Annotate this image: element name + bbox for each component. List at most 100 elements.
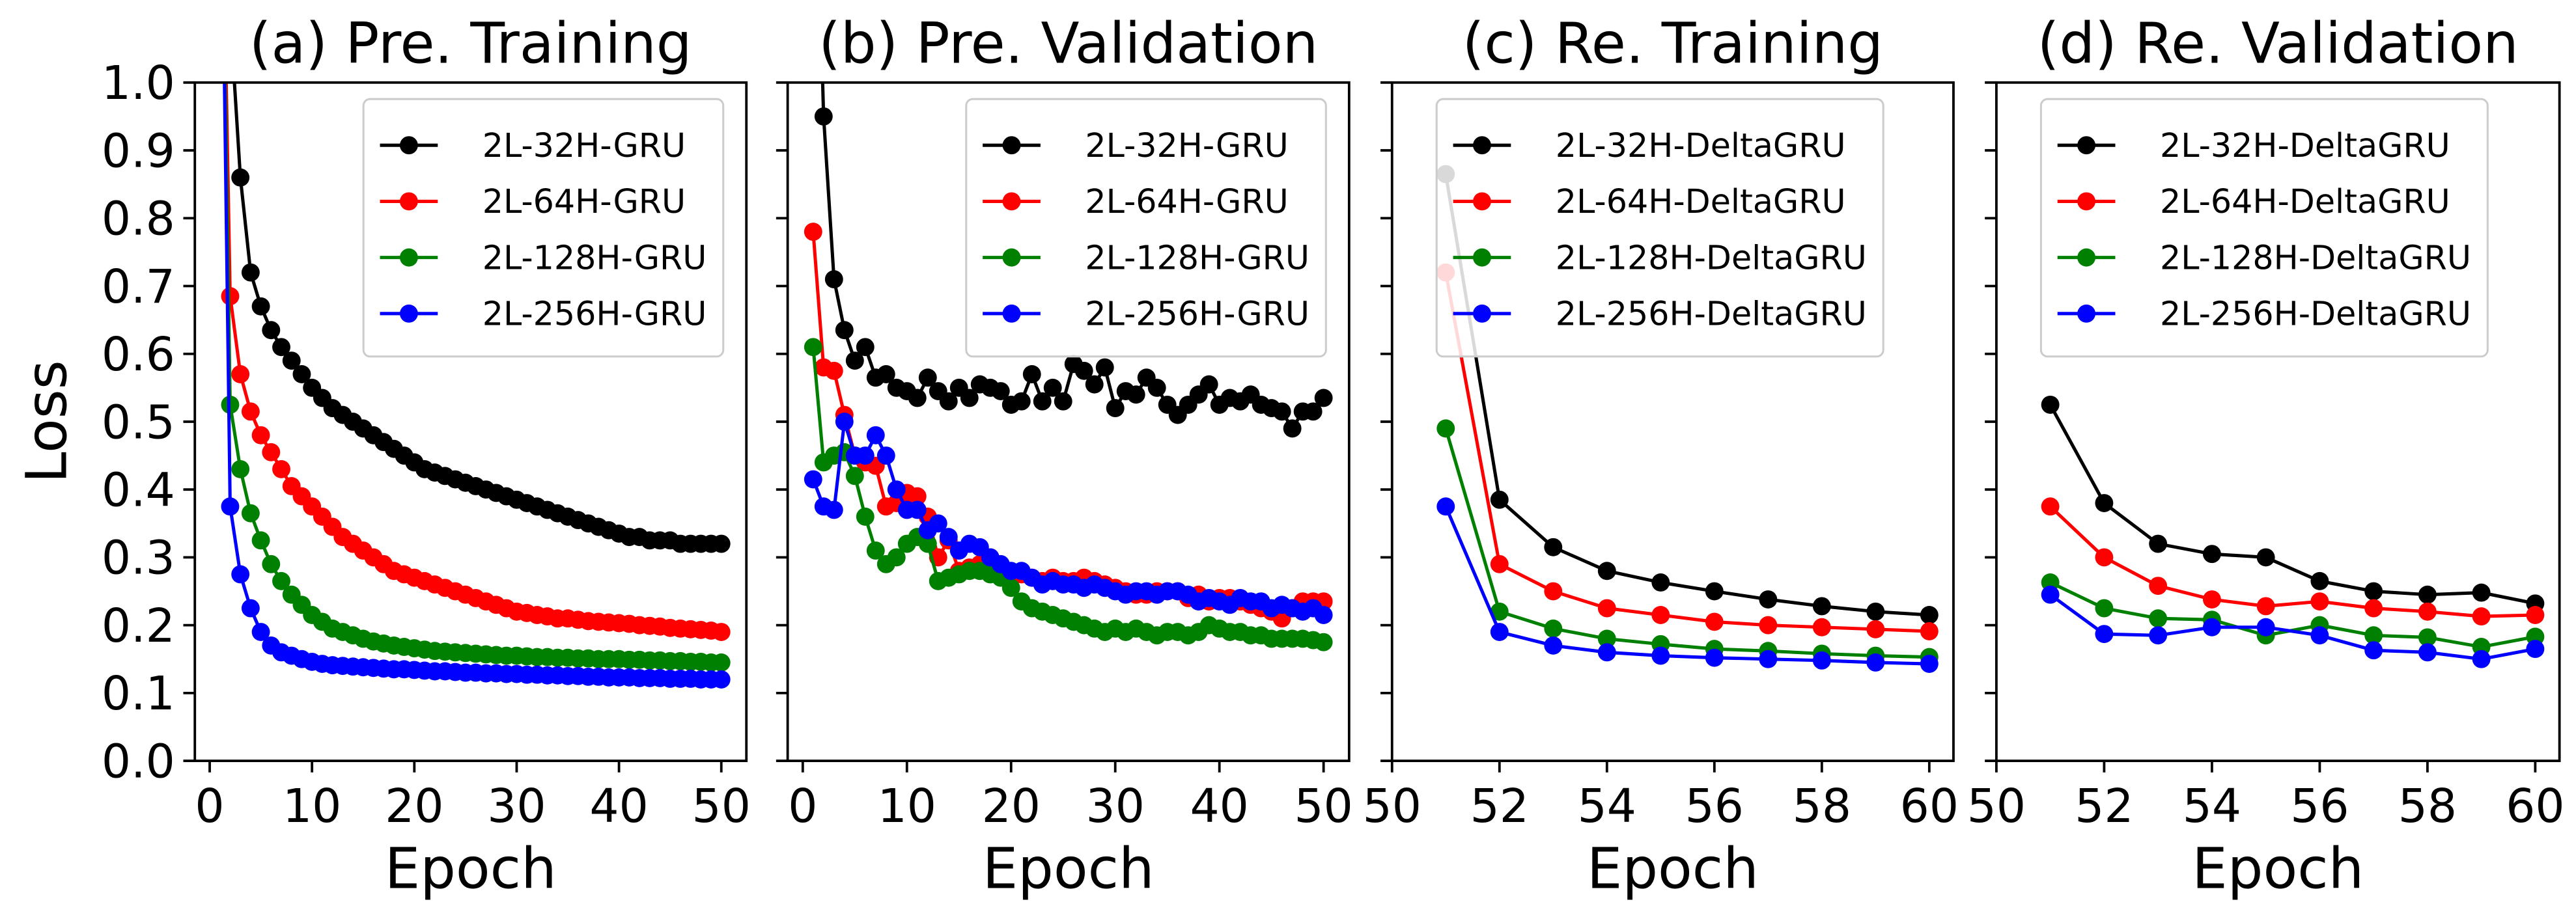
- x-tick-label: 40: [589, 779, 648, 833]
- series-line: [2049, 593, 2536, 661]
- marker: [1544, 582, 1563, 601]
- marker: [876, 446, 895, 465]
- marker: [1812, 597, 1831, 616]
- x-tick-label: 54: [1578, 779, 1636, 833]
- x-tick-label: 0: [788, 779, 817, 833]
- plot-area: [221, 82, 731, 689]
- legend-item: 2L-128H-GRU: [983, 238, 1309, 277]
- legend-item: 2L-32H-DeltaGRU: [1453, 126, 1846, 165]
- marker: [2364, 582, 2383, 601]
- marker: [262, 321, 281, 340]
- x-tick-label: 10: [878, 779, 936, 833]
- plot-frame: [193, 81, 748, 762]
- x-tick-label: 58: [2398, 779, 2457, 833]
- x-tick-label: 56: [1685, 779, 1744, 833]
- subplot-title: (b) Pre. Validation: [819, 11, 1318, 76]
- series-line: [2049, 505, 2536, 618]
- marker: [1074, 361, 1093, 380]
- x-tick-label: 56: [2290, 779, 2349, 833]
- marker: [1866, 653, 1885, 672]
- marker: [1085, 375, 1104, 394]
- legend-label: 2L-256H-GRU: [1085, 295, 1309, 333]
- x-tick-label: 20: [982, 779, 1041, 833]
- marker: [835, 321, 854, 340]
- legend-label: 2L-128H-DeltaGRU: [2160, 238, 2471, 277]
- marker: [1705, 612, 1724, 631]
- legend-item: 2L-128H-GRU: [380, 238, 707, 277]
- marker: [1033, 392, 1052, 411]
- legend-swatch-marker: [399, 304, 418, 323]
- marker: [2472, 650, 2491, 668]
- marker: [1314, 389, 1333, 407]
- marker: [1544, 538, 1563, 556]
- marker: [1705, 648, 1724, 667]
- subplot: (a) Pre. Training 0.0 0.1 0.2 0.3 0.4 0.5 0.6 0.…: [14, 11, 750, 901]
- marker: [2418, 628, 2437, 647]
- marker: [1127, 385, 1145, 404]
- y-tick-label: 1.0: [102, 56, 175, 110]
- marker: [2418, 643, 2437, 662]
- marker: [241, 263, 260, 282]
- y-axis-label: Loss: [14, 360, 79, 483]
- x-tick-label: 52: [1470, 779, 1529, 833]
- legend-box: [362, 98, 725, 358]
- marker: [272, 459, 290, 478]
- legend-swatch-marker: [1002, 304, 1021, 323]
- legend-box: [2039, 98, 2489, 358]
- legend-swatch-marker: [1473, 136, 1491, 155]
- y-tick-label: 0.7: [102, 260, 175, 314]
- marker: [1866, 602, 1885, 621]
- marker: [1812, 651, 1831, 670]
- legend-swatch-marker: [2077, 248, 2096, 267]
- marker: [1490, 623, 1509, 641]
- x-tick-label: 0: [195, 779, 224, 833]
- marker: [2526, 640, 2545, 659]
- marker: [712, 653, 731, 672]
- marker: [2041, 497, 2060, 516]
- marker: [241, 599, 260, 618]
- marker: [856, 507, 875, 526]
- x-tick-label: 60: [2506, 779, 2564, 833]
- legend-label: 2L-32H-GRU: [483, 126, 686, 165]
- marker: [824, 500, 843, 519]
- marker: [1436, 419, 1455, 438]
- y-tick-label: 0.9: [102, 124, 175, 178]
- legend: 2L-32H-DeltaGRU 2L-64H-DeltaGRU 2L-128H-De…: [2039, 98, 2489, 358]
- x-tick-label: 10: [283, 779, 341, 833]
- marker: [929, 514, 947, 533]
- marker: [221, 497, 240, 516]
- marker: [866, 426, 885, 445]
- subplot: (d) Re. Validation 50 52 54 56 58 60 Epoch 2L-32…: [1967, 11, 2565, 901]
- marker: [282, 351, 301, 370]
- marker: [1705, 582, 1724, 601]
- legend-item: 2L-32H-DeltaGRU: [2057, 126, 2450, 165]
- marker: [960, 389, 979, 407]
- marker: [1544, 636, 1563, 655]
- marker: [1436, 497, 1455, 516]
- marker: [241, 402, 260, 421]
- legend-label: 2L-32H-GRU: [1085, 126, 1288, 165]
- marker: [1759, 650, 1778, 668]
- marker: [1651, 573, 1670, 592]
- x-tick-label: 50: [1363, 779, 1421, 833]
- marker: [2364, 599, 2383, 618]
- marker: [2149, 577, 2168, 595]
- marker: [2472, 583, 2491, 602]
- y-tick-label: 0.3: [102, 531, 175, 585]
- marker: [1147, 378, 1166, 397]
- marker: [845, 351, 864, 370]
- series-line: [2049, 404, 2536, 605]
- x-axis-label: Epoch: [385, 836, 557, 901]
- x-tick-label: 58: [1793, 779, 1851, 833]
- marker: [251, 623, 270, 641]
- subplot: (b) Pre. Validation 0 10 20 30 40 50 Epoch 2L-32…: [776, 11, 1353, 901]
- marker: [1490, 554, 1509, 573]
- marker: [712, 670, 731, 689]
- x-tick-label: 30: [1086, 779, 1145, 833]
- legend-swatch-marker: [2077, 192, 2096, 211]
- marker: [2202, 545, 2221, 564]
- legend-label: 2L-128H-GRU: [483, 238, 707, 277]
- marker: [231, 565, 250, 584]
- marker: [221, 287, 240, 306]
- marker: [1314, 606, 1333, 624]
